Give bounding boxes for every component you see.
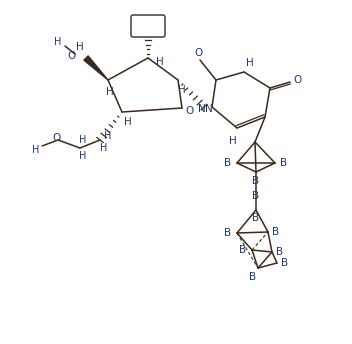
Text: B: B bbox=[239, 245, 246, 255]
Text: B: B bbox=[252, 176, 259, 186]
Text: Abs: Abs bbox=[137, 21, 159, 31]
Text: O: O bbox=[185, 106, 193, 116]
Text: H: H bbox=[76, 42, 84, 52]
Text: H: H bbox=[79, 135, 87, 145]
Text: H: H bbox=[100, 143, 108, 153]
Text: B: B bbox=[252, 213, 259, 223]
Text: O: O bbox=[293, 75, 301, 85]
Text: O: O bbox=[52, 133, 60, 143]
Text: B: B bbox=[225, 228, 232, 238]
Text: B: B bbox=[250, 272, 257, 282]
Text: H: H bbox=[156, 57, 164, 67]
Text: B: B bbox=[252, 191, 259, 201]
Text: H: H bbox=[32, 145, 40, 155]
Text: B: B bbox=[272, 227, 279, 237]
Text: B: B bbox=[281, 158, 288, 168]
Text: H: H bbox=[229, 136, 237, 146]
Text: H: H bbox=[246, 58, 254, 68]
Text: H: H bbox=[104, 131, 112, 141]
Text: H: H bbox=[106, 87, 114, 97]
Text: H: H bbox=[54, 37, 62, 47]
Text: N: N bbox=[198, 104, 206, 114]
Text: N: N bbox=[205, 104, 213, 114]
FancyBboxPatch shape bbox=[131, 15, 165, 37]
Text: O: O bbox=[67, 51, 75, 61]
Polygon shape bbox=[84, 56, 108, 80]
Text: B: B bbox=[276, 247, 284, 257]
Text: B: B bbox=[225, 158, 232, 168]
Text: B: B bbox=[282, 258, 289, 268]
Text: O: O bbox=[194, 48, 202, 58]
Text: H: H bbox=[79, 151, 87, 161]
Text: H: H bbox=[178, 85, 186, 95]
Text: H: H bbox=[124, 117, 132, 127]
